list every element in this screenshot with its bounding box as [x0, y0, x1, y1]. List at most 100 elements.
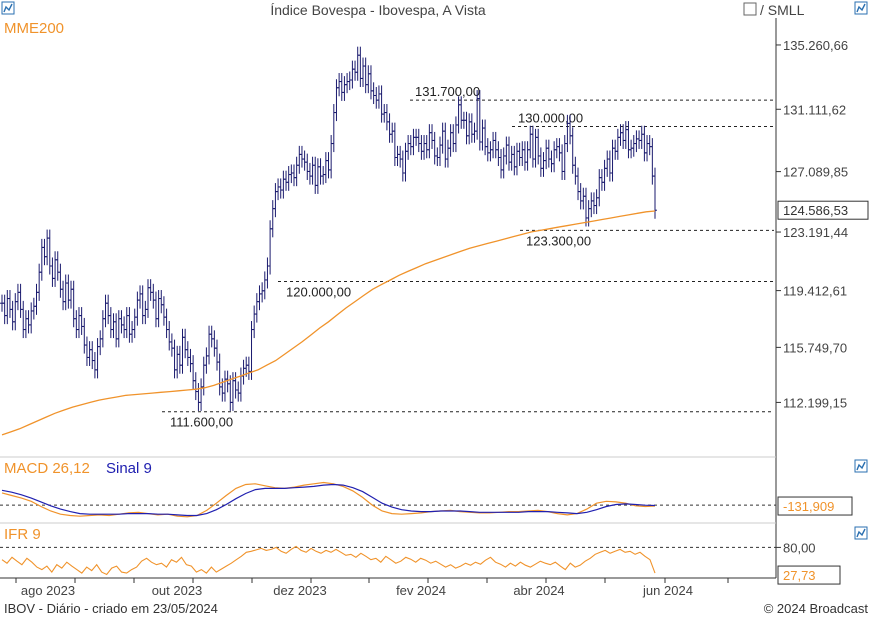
- price-bar: [562, 135, 567, 180]
- price-bar: [37, 263, 42, 301]
- y-tick-label: 112.199,15: [783, 395, 847, 410]
- price-bar: [387, 113, 392, 143]
- price-bar: [15, 283, 20, 311]
- price-bar: [169, 333, 174, 357]
- price-series: [0, 46, 657, 411]
- macd-legend-label: MACD 26,12: [4, 460, 90, 477]
- price-bar: [493, 131, 498, 159]
- price-bar: [472, 122, 477, 143]
- price-bar: [2, 294, 7, 325]
- x-tick-label: ago 2023: [21, 583, 75, 598]
- price-bar: [576, 167, 581, 201]
- price-bar: [127, 307, 132, 343]
- price-bar: [424, 135, 429, 159]
- price-bar: [552, 141, 557, 173]
- price-bar: [177, 345, 182, 374]
- signal-line: [1, 483, 656, 517]
- price-bar: [339, 73, 344, 101]
- price-bar: [353, 60, 358, 81]
- price-bar: [453, 116, 458, 153]
- price-bar: [13, 293, 18, 331]
- price-bar: [602, 159, 607, 191]
- price-bar: [47, 229, 52, 275]
- level-label: 123.300,00: [526, 233, 591, 248]
- price-bar: [507, 136, 512, 171]
- x-axis: ago 2023 out 2023 dez 2023 fev 2024 abr 2024…: [15, 578, 729, 598]
- price-bar: [400, 150, 405, 182]
- price-bar: [7, 290, 12, 318]
- macd-panel: MACD 26,12 Sinal 9 -131,909: [0, 460, 853, 518]
- price-bar: [116, 310, 121, 348]
- price-bar: [50, 257, 55, 287]
- price-bar: [87, 341, 92, 366]
- macd-menu-icon[interactable]: [854, 459, 868, 473]
- price-bar: [427, 124, 432, 159]
- price-bar: [66, 274, 71, 309]
- price-bar: [212, 330, 217, 357]
- price-bar: [533, 128, 538, 168]
- price-bar: [284, 170, 289, 191]
- price-bar: [209, 325, 214, 348]
- price-bar: [326, 152, 331, 179]
- price-bar: [172, 339, 177, 379]
- ifr-menu-icon[interactable]: [854, 526, 868, 540]
- price-bar: [145, 279, 150, 318]
- price-bar: [313, 156, 318, 194]
- price-bar: [193, 372, 198, 401]
- price-bar: [299, 145, 304, 168]
- price-bar: [613, 139, 618, 160]
- price-bar: [392, 122, 397, 167]
- price-bar: [61, 280, 66, 311]
- price-bar: [331, 104, 336, 153]
- chart-menu-left-icon[interactable]: [1, 1, 15, 15]
- price-bar: [108, 307, 113, 339]
- price-bar: [31, 297, 36, 320]
- price-bar: [148, 279, 153, 301]
- price-bar: [480, 119, 485, 151]
- price-bar: [82, 317, 87, 354]
- price-bar: [310, 156, 315, 185]
- price-bar: [222, 370, 227, 402]
- price-bar: [512, 145, 517, 176]
- price-bar: [499, 148, 504, 179]
- price-bar: [286, 166, 291, 191]
- y-tick-label: 127.089,85: [783, 165, 848, 180]
- footer-right: © 2024 Broadcast: [764, 601, 869, 616]
- price-bar: [467, 113, 472, 145]
- macd-line: [1, 481, 656, 518]
- price-bar: [591, 192, 596, 215]
- price-bar: [629, 139, 634, 159]
- chart-menu-icon[interactable]: [854, 1, 868, 15]
- price-bar: [483, 119, 488, 156]
- price-bar: [273, 183, 278, 218]
- price-bar: [92, 352, 97, 379]
- price-bar: [5, 290, 10, 325]
- price-bar: [257, 285, 262, 311]
- price-bar: [143, 300, 148, 325]
- price-bar: [95, 338, 100, 379]
- price-bar: [623, 121, 628, 149]
- price-bar: [153, 291, 158, 328]
- price-bar: [456, 96, 461, 134]
- price-bar: [448, 124, 453, 157]
- price-bar: [363, 57, 368, 94]
- price-bar: [329, 135, 334, 179]
- price-bar: [307, 162, 312, 185]
- smll-toggle-label[interactable]: / SMLL: [760, 2, 805, 18]
- price-bar: [132, 308, 137, 339]
- price-bar: [71, 280, 76, 328]
- price-bar: [509, 145, 514, 171]
- price-bar: [151, 283, 156, 309]
- price-bar: [100, 310, 105, 348]
- price-bar: [390, 122, 395, 143]
- ifr-y-tick-label: 80,00: [783, 540, 816, 555]
- price-bar: [485, 138, 490, 162]
- price-bar: [98, 330, 103, 356]
- price-bar: [419, 135, 424, 160]
- price-bar: [581, 187, 586, 210]
- checkbox-icon[interactable]: [743, 2, 757, 16]
- footer-left: IBOV - Diário - criado em 23/05/2024: [4, 601, 218, 616]
- price-bar: [408, 135, 413, 156]
- price-bar: [294, 156, 299, 187]
- price-bar: [403, 142, 408, 182]
